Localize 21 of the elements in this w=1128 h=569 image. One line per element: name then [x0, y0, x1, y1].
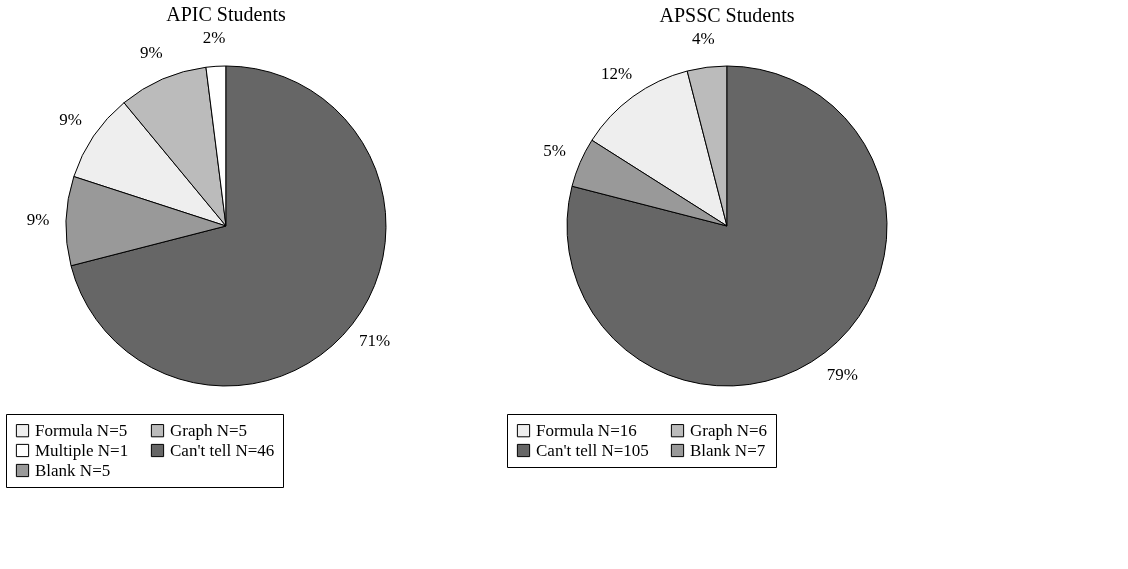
data-label: 9%	[26, 210, 50, 230]
data-label: 9%	[59, 110, 82, 130]
chart-title: APSSC Students	[659, 4, 795, 27]
legend-label: Graph N=6	[690, 420, 768, 440]
data-label: 12%	[600, 63, 633, 83]
chart-title: APIC Students	[166, 3, 286, 26]
legend-label: Blank N=7	[690, 440, 766, 460]
legend-label: Multiple N=1	[35, 440, 129, 460]
data-label: 79%	[826, 364, 858, 384]
data-label: 4%	[692, 29, 715, 49]
data-label: 5%	[543, 141, 566, 161]
data-label: 2%	[202, 28, 226, 48]
legend-label: Blank N=5	[35, 460, 111, 480]
legend-label: Formula N=5	[35, 420, 128, 440]
data-label: 9%	[140, 43, 163, 63]
data-label: 71%	[358, 331, 391, 351]
legend-label: Can't tell N=105	[536, 440, 649, 460]
legend-label: Can't tell N=46	[170, 440, 275, 460]
legend-label: Graph N=5	[170, 420, 248, 440]
pie-slice	[566, 65, 888, 387]
legend-label: Formula N=16	[536, 420, 637, 440]
